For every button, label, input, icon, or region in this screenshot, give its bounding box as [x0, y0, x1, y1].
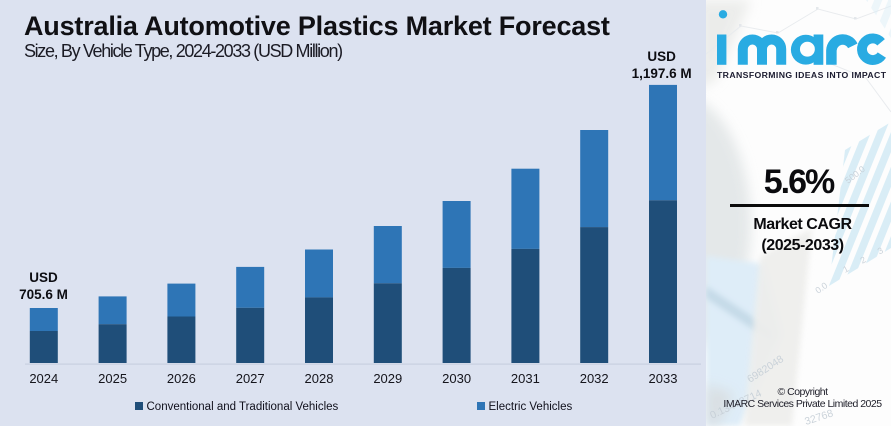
svg-text:0.0: 0.0 [813, 280, 829, 295]
